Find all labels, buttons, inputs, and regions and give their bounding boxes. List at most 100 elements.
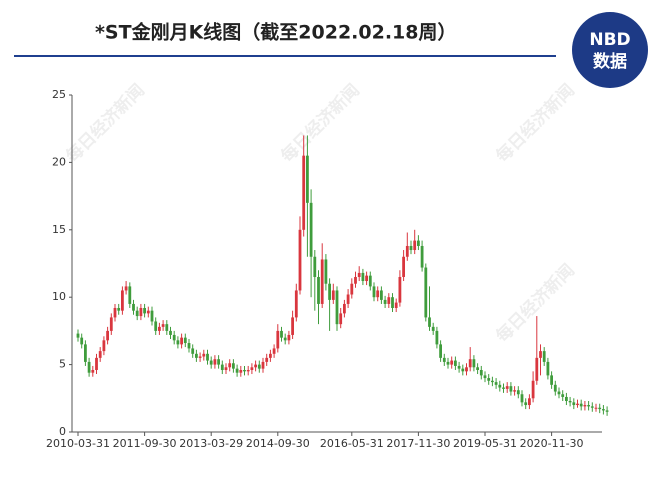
candle-body: [535, 357, 539, 381]
candle-body: [405, 245, 409, 257]
candle-body: [546, 361, 550, 376]
candle-body: [509, 386, 513, 392]
candle-body: [590, 406, 594, 408]
candle-body: [80, 337, 84, 345]
candle-body: [106, 330, 109, 341]
candle-body: [402, 256, 405, 277]
candle-body: [243, 369, 246, 372]
candle-body: [583, 405, 587, 407]
candle-body: [565, 396, 568, 401]
y-tick-label: 0: [59, 425, 66, 438]
candle-body: [420, 245, 424, 268]
candle-body: [306, 155, 309, 203]
candle-body: [468, 359, 472, 368]
candle-body: [439, 344, 442, 358]
candle-body: [550, 375, 553, 385]
candle-body: [368, 275, 372, 287]
candle-body: [579, 403, 583, 407]
candle-body: [431, 326, 435, 331]
candle-body: [128, 286, 132, 304]
candle-body: [587, 405, 590, 407]
candle-body: [376, 290, 380, 298]
candle-body: [505, 386, 509, 389]
candle-body: [239, 369, 243, 373]
candle-body: [553, 384, 557, 392]
candle-body: [398, 276, 402, 303]
candle-body: [176, 340, 180, 345]
candle-body: [121, 290, 124, 311]
candle-body: [169, 330, 172, 335]
candle-body: [413, 240, 417, 251]
candle-body: [424, 267, 428, 318]
candle-body: [98, 351, 102, 358]
y-tick-label: 15: [52, 223, 66, 236]
x-tick-label: 2014-09-30: [246, 437, 310, 450]
candle-body: [206, 353, 209, 361]
logo-text: NBD: [589, 30, 630, 50]
candle-body: [209, 360, 213, 365]
candle-body: [380, 290, 383, 300]
candle-body: [494, 382, 498, 385]
candle-body: [172, 334, 176, 341]
candle-body: [109, 317, 113, 331]
candle-body: [202, 353, 206, 357]
candle-body: [491, 380, 494, 383]
candle-body: [417, 240, 420, 246]
candle-body: [246, 369, 250, 372]
candle-body: [542, 351, 546, 362]
candle-body: [276, 330, 280, 349]
y-tick-label: 25: [52, 88, 66, 101]
candle-body: [346, 294, 350, 304]
candle-body: [568, 400, 572, 403]
logo-text: 数据: [593, 51, 627, 72]
candle-body: [561, 394, 565, 397]
candle-body: [576, 403, 579, 406]
candle-body: [158, 326, 161, 331]
candle-body: [324, 259, 328, 284]
candle-body: [132, 303, 135, 311]
candle-body: [361, 272, 365, 282]
candle-body: [483, 375, 487, 379]
candle-body: [294, 290, 298, 318]
candle-body: [117, 307, 121, 311]
candle-body: [102, 340, 106, 352]
candle-body: [265, 357, 269, 362]
candle-body: [254, 364, 257, 368]
candle-body: [146, 310, 150, 314]
candle-body: [180, 337, 183, 345]
candle-body: [154, 321, 158, 331]
candle-body: [269, 353, 272, 358]
candle-body: [357, 272, 361, 277]
candle-body: [602, 409, 605, 411]
x-tick-label: 2019-05-31: [453, 437, 517, 450]
candle-body: [309, 202, 313, 257]
candle-body: [76, 333, 80, 338]
candle-body: [372, 286, 376, 298]
candle-body: [476, 367, 479, 370]
candle-body: [409, 245, 413, 251]
candle-body: [598, 407, 602, 410]
candle-body: [557, 391, 561, 395]
candle-body: [261, 361, 265, 369]
x-tick-label: 2010-03-31: [46, 437, 110, 450]
candle-body: [465, 367, 468, 372]
candle-body: [435, 330, 439, 345]
candle-body: [198, 356, 202, 358]
candle-body: [394, 302, 398, 308]
candle-body: [457, 365, 461, 369]
candle-body: [354, 276, 357, 284]
watermark: 每日经济新闻: [492, 80, 579, 167]
candle-body: [95, 357, 98, 370]
candle-body: [298, 229, 302, 291]
candle-body: [350, 283, 354, 295]
candle-body: [302, 155, 306, 230]
candle-body: [454, 360, 457, 366]
candle-body: [387, 297, 391, 304]
candle-body: [391, 297, 394, 308]
candle-body: [161, 324, 165, 327]
candle-body: [87, 361, 91, 373]
candle-body: [224, 367, 228, 370]
x-tick-label: 2020-11-30: [520, 437, 584, 450]
candle-body: [320, 259, 324, 304]
watermark: 每日经济新闻: [492, 260, 579, 347]
